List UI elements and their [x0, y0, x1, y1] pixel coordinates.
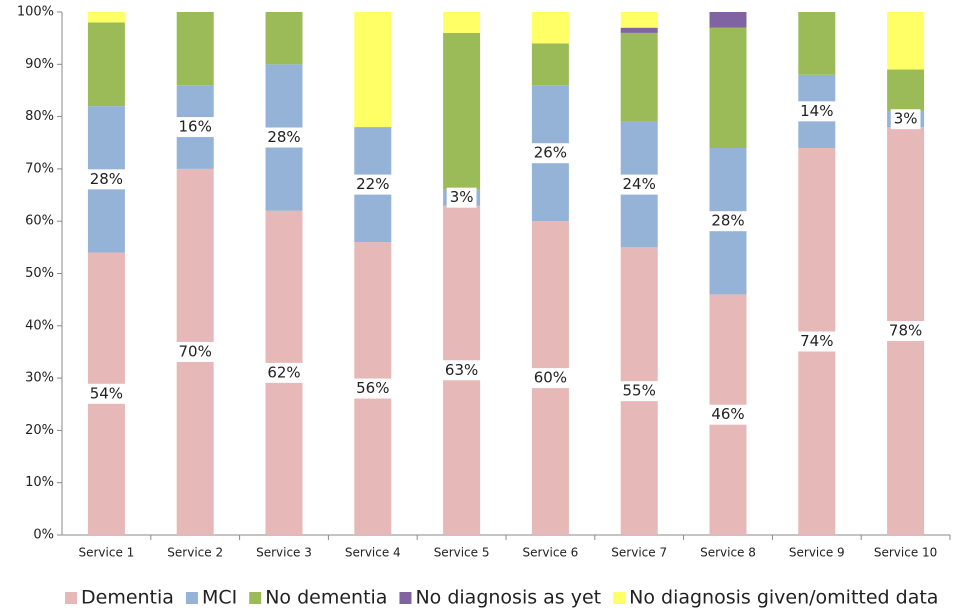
- y-tick-label: 40%: [25, 318, 54, 333]
- value-label-bg: [175, 117, 215, 138]
- bar-segment: [443, 32, 481, 190]
- x-tick-label: Service 5: [434, 546, 490, 560]
- value-label: 46%: [711, 405, 744, 423]
- bar-segment: [709, 27, 747, 148]
- value-label-bg: [530, 368, 571, 389]
- bar-segment: [531, 12, 569, 44]
- legend-label: No diagnosis given/omitted data: [629, 587, 938, 609]
- value-label: 70%: [179, 342, 212, 360]
- legend-swatch: [65, 592, 77, 604]
- bar-segment: [354, 12, 392, 128]
- bar-segment: [87, 12, 125, 23]
- bar-segment: [87, 22, 125, 107]
- value-label: 22%: [356, 175, 389, 193]
- x-tick-label: Service 4: [345, 546, 401, 560]
- value-label-bg: [264, 127, 304, 148]
- value-label-bg: [885, 321, 926, 342]
- legend-label: MCI: [202, 587, 237, 609]
- value-label: 26%: [534, 144, 567, 162]
- value-label: 62%: [267, 363, 300, 381]
- value-label-bg: [353, 378, 393, 399]
- bar-segment: [176, 12, 214, 86]
- value-label-bg: [708, 404, 748, 425]
- y-tick-label: 60%: [25, 214, 54, 229]
- value-label-bg: [446, 187, 477, 208]
- x-tick-label: Service 3: [256, 546, 312, 560]
- value-label: 3%: [894, 110, 918, 128]
- value-label-bg: [441, 360, 482, 381]
- value-label: 16%: [179, 118, 212, 136]
- bar-segment: [531, 43, 569, 86]
- value-label-bg: [353, 174, 393, 195]
- bar-segment: [887, 69, 925, 112]
- value-label: 28%: [267, 128, 300, 146]
- value-label-bg: [86, 383, 127, 404]
- y-tick-label: 50%: [25, 266, 54, 281]
- bar-segment: [887, 12, 925, 70]
- bar-segment: [798, 12, 836, 75]
- legend-swatch: [249, 592, 262, 604]
- bar-segment: [709, 12, 747, 28]
- value-label: 3%: [450, 188, 474, 206]
- x-tick-label: Service 8: [700, 546, 756, 560]
- x-tick-label: Service 2: [167, 546, 223, 560]
- value-label-bg: [175, 341, 215, 362]
- legend-swatch: [613, 592, 626, 604]
- value-label-bg: [797, 331, 837, 352]
- value-label: 28%: [90, 170, 123, 188]
- value-label-bg: [530, 143, 571, 164]
- bar-segment: [265, 12, 303, 65]
- bar-segment: [620, 12, 658, 28]
- value-label-bg: [708, 211, 748, 232]
- value-label: 63%: [445, 361, 478, 379]
- bar-segment: [443, 12, 481, 33]
- value-label: 56%: [356, 379, 389, 397]
- y-tick-label: 90%: [25, 57, 54, 72]
- value-label-bg: [264, 362, 304, 383]
- y-tick-label: 70%: [25, 161, 54, 176]
- value-label: 78%: [889, 322, 922, 340]
- x-tick-label: Service 1: [78, 546, 134, 560]
- y-tick-label: 10%: [25, 475, 54, 490]
- value-label: 54%: [90, 384, 123, 402]
- x-tick-label: Service 10: [874, 546, 937, 560]
- legend-swatch: [185, 592, 198, 604]
- value-label: 24%: [623, 175, 656, 193]
- y-tick-label: 80%: [25, 109, 54, 124]
- value-label: 55%: [623, 382, 656, 400]
- y-tick-label: 20%: [25, 423, 54, 438]
- value-label: 14%: [800, 102, 833, 120]
- value-label-bg: [619, 381, 659, 402]
- x-tick-label: Service 7: [611, 546, 667, 560]
- value-label: 28%: [711, 212, 744, 230]
- value-label: 74%: [800, 332, 833, 350]
- value-label: 60%: [534, 369, 567, 387]
- bar-segment: [620, 32, 658, 122]
- y-tick-label: 30%: [25, 371, 54, 386]
- value-label-bg: [86, 169, 127, 190]
- value-label-bg: [890, 109, 921, 130]
- value-label-bg: [797, 101, 837, 122]
- bar-segment: [620, 27, 658, 33]
- legend-label: Dementia: [81, 587, 174, 609]
- y-tick-label: 0%: [33, 528, 54, 543]
- x-tick-label: Service 6: [522, 546, 578, 560]
- legend-swatch: [399, 592, 412, 604]
- x-tick-label: Service 9: [789, 546, 845, 560]
- y-tick-label: 100%: [17, 5, 54, 20]
- value-label-bg: [619, 174, 659, 195]
- legend-label: No dementia: [265, 587, 387, 609]
- legend-label: No diagnosis as yet: [415, 587, 601, 609]
